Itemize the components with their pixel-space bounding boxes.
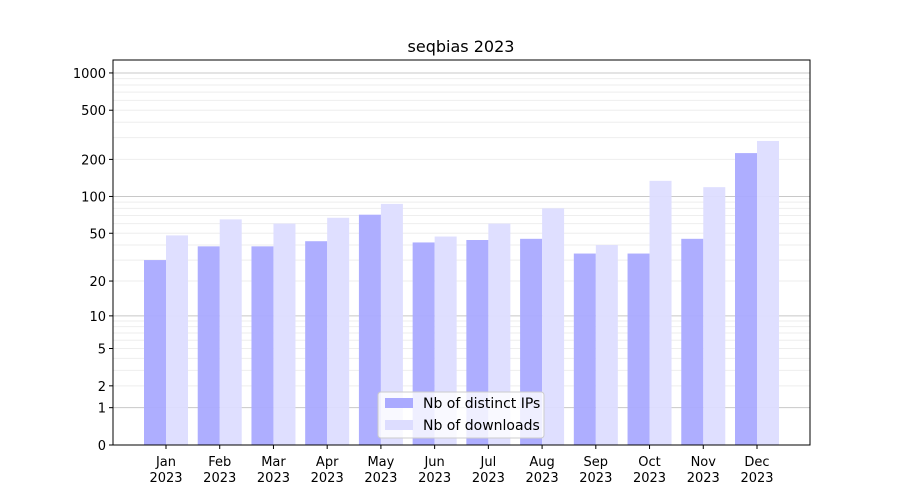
bar-downloads bbox=[219, 219, 242, 445]
bar-downloads bbox=[757, 140, 779, 445]
y-tick-label: 100 bbox=[81, 190, 106, 205]
y-tick-label: 10 bbox=[89, 310, 106, 325]
legend-box bbox=[377, 391, 545, 439]
y-tick-label: 200 bbox=[81, 153, 106, 168]
x-tick-label-line: 2023 bbox=[740, 471, 773, 486]
bar-downloads bbox=[649, 180, 672, 445]
bar-downloads bbox=[542, 208, 565, 445]
x-tick-label-line: Dec bbox=[744, 455, 769, 470]
x-tick-label-line: May bbox=[367, 455, 394, 470]
y-tick-label: 2 bbox=[98, 380, 106, 395]
x-tick-label-line: Jul bbox=[480, 455, 497, 470]
x-tick-label-line: Sep bbox=[584, 455, 609, 470]
x-tick-label: May 2023 bbox=[364, 455, 397, 486]
y-tick-label: 0 bbox=[98, 439, 106, 454]
x-tick-label-line: 2023 bbox=[687, 471, 720, 486]
bar-ips bbox=[305, 241, 328, 445]
bar-ips bbox=[573, 253, 596, 445]
bar-ips bbox=[144, 260, 166, 445]
x-tick-label: Sep 2023 bbox=[579, 455, 612, 486]
x-tick-label-line: Nov bbox=[691, 455, 717, 470]
legend-swatch-ips bbox=[385, 398, 413, 408]
legend: Nb of distinct IPs Nb of downloads bbox=[377, 391, 545, 439]
x-tick-label-line: 2023 bbox=[203, 471, 236, 486]
legend-label-downloads: Nb of downloads bbox=[423, 418, 540, 434]
legend-label-ips: Nb of distinct IPs bbox=[423, 396, 540, 412]
bar-downloads bbox=[327, 217, 350, 445]
x-tick-label: Aug 2023 bbox=[526, 455, 559, 486]
x-tick-label-line: Oct bbox=[638, 455, 660, 470]
bar-downloads bbox=[595, 245, 618, 445]
x-tick-label: Jan 2023 bbox=[149, 455, 182, 486]
y-tick-label: 500 bbox=[81, 104, 106, 119]
chart-title: seqbias 2023 bbox=[408, 37, 515, 56]
bar-ips bbox=[681, 238, 704, 445]
x-tick-label: Jun 2023 bbox=[418, 455, 451, 486]
x-tick-label: Mar 2023 bbox=[257, 455, 290, 486]
x-tick-label-line: 2023 bbox=[633, 471, 666, 486]
x-tick-label-line: 2023 bbox=[472, 471, 505, 486]
x-tick-label: Nov 2023 bbox=[687, 455, 720, 486]
x-tick-label: Feb 2023 bbox=[203, 455, 236, 486]
y-axis: 0 1 2 5 10 20 50 100 200 500 1000 bbox=[73, 67, 113, 454]
y-tick-label: 5 bbox=[98, 343, 106, 358]
x-tick-label-line: Apr bbox=[316, 455, 339, 470]
x-tick-label-line: Jan bbox=[155, 455, 176, 470]
bar-ips bbox=[735, 153, 757, 445]
bar-ips bbox=[627, 253, 650, 445]
x-tick-label-line: Aug bbox=[529, 455, 554, 470]
x-tick-label-line: 2023 bbox=[526, 471, 559, 486]
plot-frame bbox=[112, 59, 811, 446]
x-tick-label-line: 2023 bbox=[364, 471, 397, 486]
bar-ips bbox=[197, 246, 220, 445]
x-tick-label-line: 2023 bbox=[418, 471, 451, 486]
legend-swatch-downloads bbox=[385, 420, 413, 430]
x-tick-label-line: 2023 bbox=[579, 471, 612, 486]
y-tick-label: 1 bbox=[98, 402, 106, 417]
x-tick-label-line: 2023 bbox=[311, 471, 344, 486]
x-tick-label: Dec 2023 bbox=[740, 455, 773, 486]
x-tick-label: Jul 2023 bbox=[472, 455, 505, 486]
x-tick-label-line: Mar bbox=[261, 455, 286, 470]
x-tick-label: Apr 2023 bbox=[311, 455, 344, 486]
bar-ips bbox=[251, 246, 274, 445]
bar-downloads bbox=[166, 235, 188, 445]
bar-downloads bbox=[380, 203, 403, 445]
x-tick-label-line: 2023 bbox=[257, 471, 290, 486]
x-tick-label: Oct 2023 bbox=[633, 455, 666, 486]
y-tick-label: 1000 bbox=[73, 67, 106, 82]
bar-downloads bbox=[703, 187, 726, 445]
bar-downloads bbox=[488, 223, 511, 445]
bar-ips bbox=[358, 214, 381, 445]
bar-downloads bbox=[273, 223, 296, 445]
x-tick-label-line: Feb bbox=[208, 455, 231, 470]
x-tick-label-line: Jun bbox=[423, 455, 444, 470]
x-tick-label-line: 2023 bbox=[149, 471, 182, 486]
y-tick-label: 20 bbox=[89, 275, 106, 290]
y-tick-label: 50 bbox=[89, 227, 106, 242]
